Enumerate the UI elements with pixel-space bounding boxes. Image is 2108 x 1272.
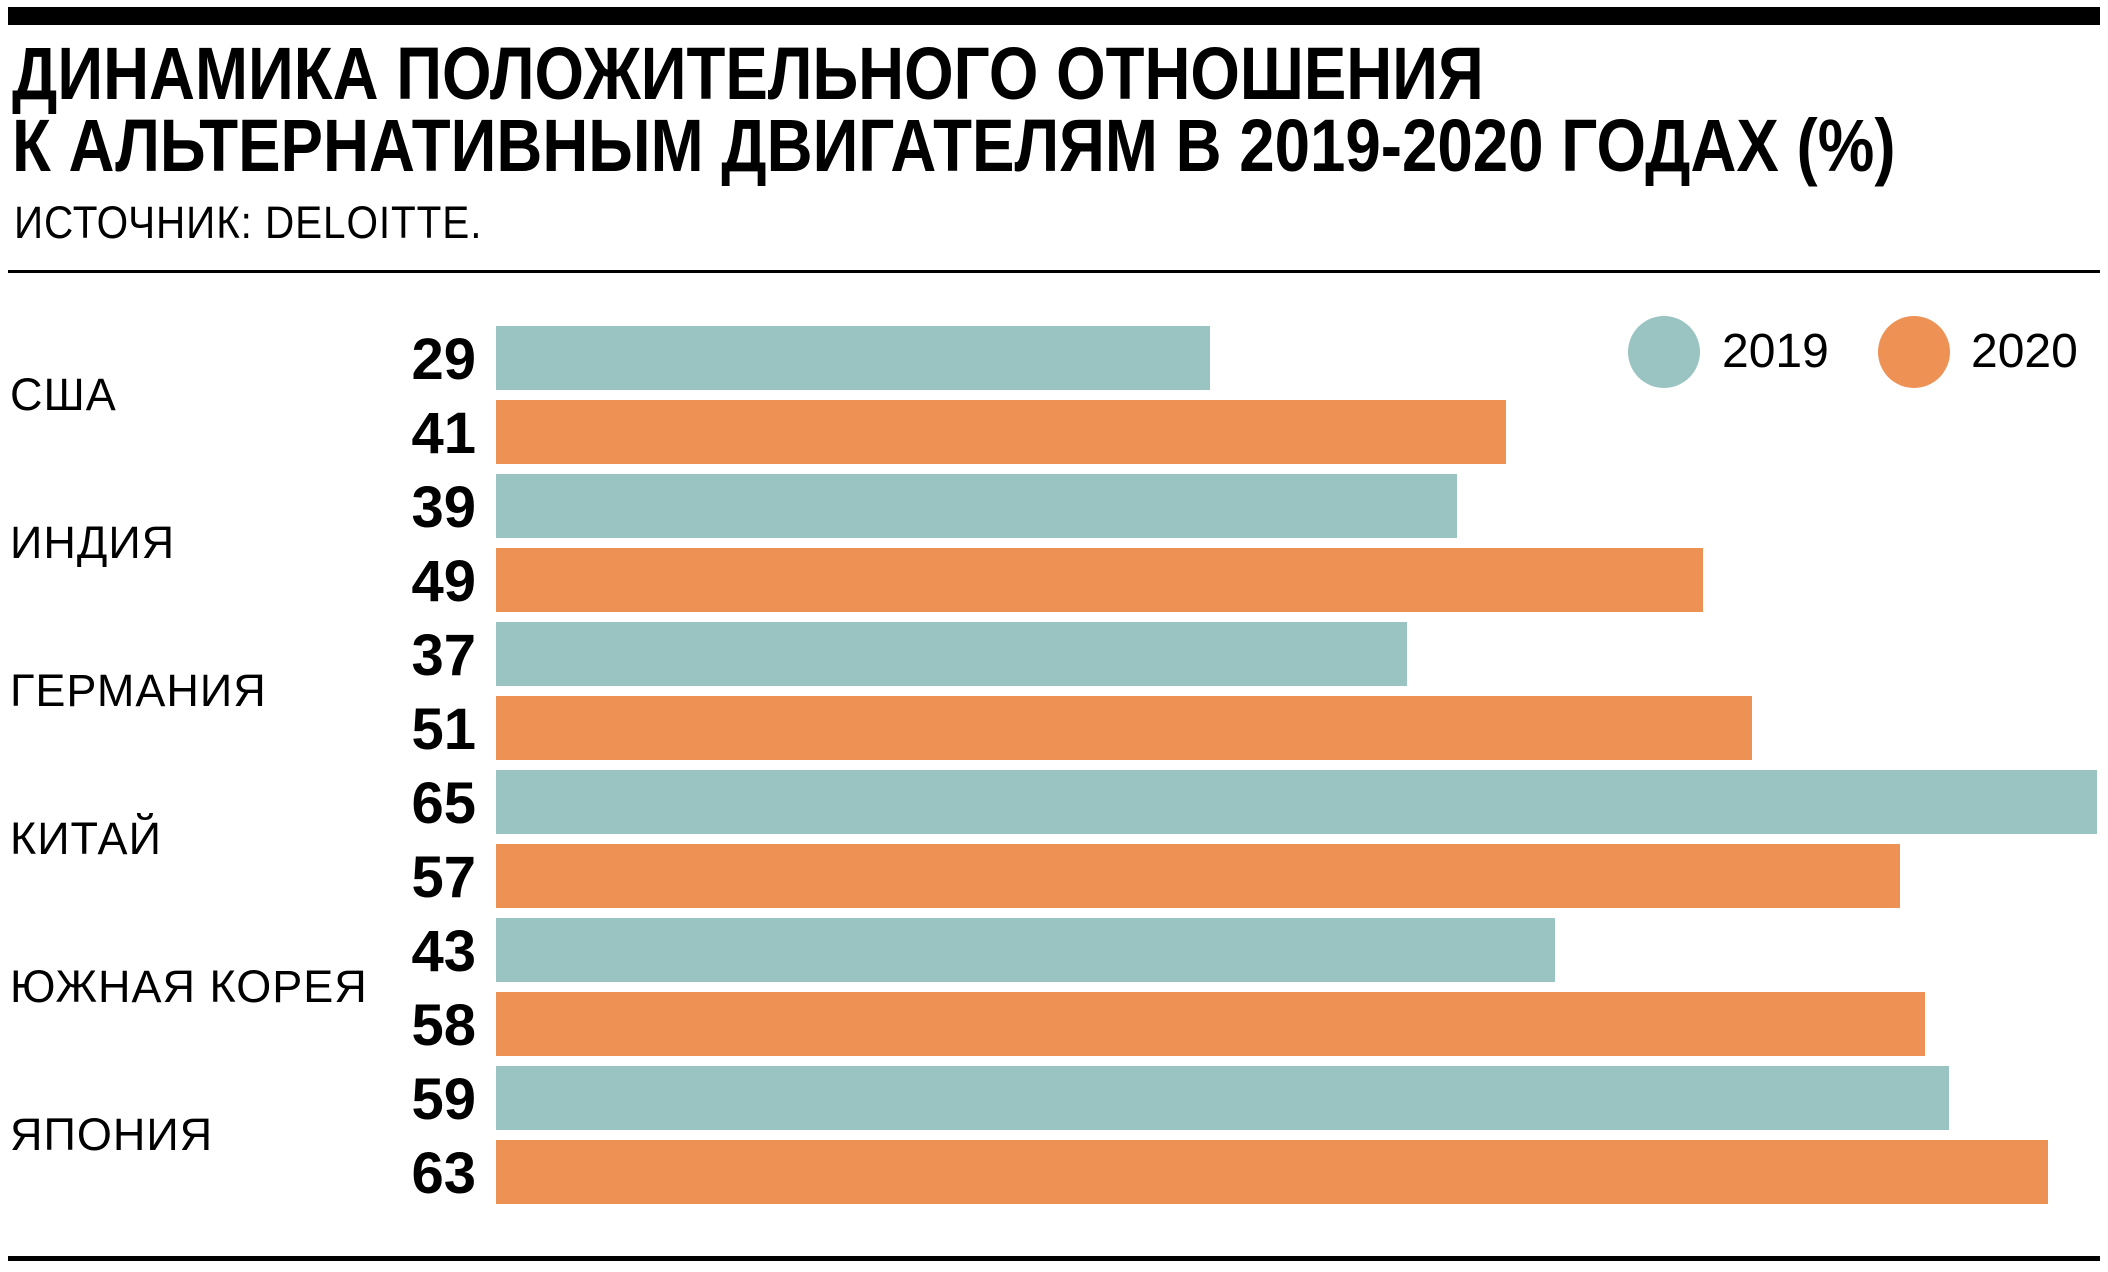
chart-title-line-1: ДИНАМИКА ПОЛОЖИТЕЛЬНОГО ОТНОШЕНИЯ	[12, 32, 1484, 115]
legend-label-2020: 2020	[1971, 325, 2078, 378]
bar-2019	[496, 326, 1211, 390]
chart-source: ИСТОЧНИК: DELOITTE.	[14, 197, 483, 248]
data-label: 37	[411, 623, 476, 688]
header-divider	[8, 270, 2100, 273]
bar-2020	[496, 1140, 2048, 1204]
category-label: КИТАЙ	[10, 813, 162, 864]
bar-2020	[496, 844, 1900, 908]
category-label: ЯПОНИЯ	[10, 1109, 214, 1160]
data-label: 41	[411, 401, 476, 466]
data-label: 65	[411, 771, 476, 836]
bar-2020	[496, 696, 1753, 760]
legend-swatch-2019	[1628, 316, 1700, 388]
data-label: 59	[411, 1067, 476, 1132]
data-label: 63	[411, 1141, 476, 1206]
data-label: 57	[411, 845, 476, 910]
category-label: ГЕРМАНИЯ	[10, 665, 267, 716]
data-label: 58	[411, 993, 476, 1058]
bar-2019	[496, 474, 1457, 538]
top-rule	[8, 7, 2100, 25]
category-label: ЮЖНАЯ КОРЕЯ	[10, 961, 368, 1012]
bar-2019	[496, 1066, 1950, 1130]
chart-title-line-2: К АЛЬТЕРНАТИВНЫМ ДВИГАТЕЛЯМ В 2019-2020 …	[12, 104, 1896, 187]
data-label: 39	[411, 475, 476, 540]
bar-2020	[496, 992, 1925, 1056]
bar-2020	[496, 548, 1703, 612]
category-label: ИНДИЯ	[10, 517, 176, 568]
bar-2019	[496, 770, 2097, 834]
bottom-rule	[8, 1256, 2100, 1261]
category-label: США	[10, 369, 117, 420]
data-label: 43	[411, 919, 476, 984]
bar-2019	[496, 622, 1408, 686]
legend-swatch-2020	[1878, 316, 1950, 388]
data-label: 51	[411, 697, 476, 762]
legend-label-2019: 2019	[1722, 325, 1829, 378]
bar-2019	[496, 918, 1556, 982]
data-label: 29	[411, 327, 476, 392]
data-label: 49	[411, 549, 476, 614]
bar-2020	[496, 400, 1506, 464]
